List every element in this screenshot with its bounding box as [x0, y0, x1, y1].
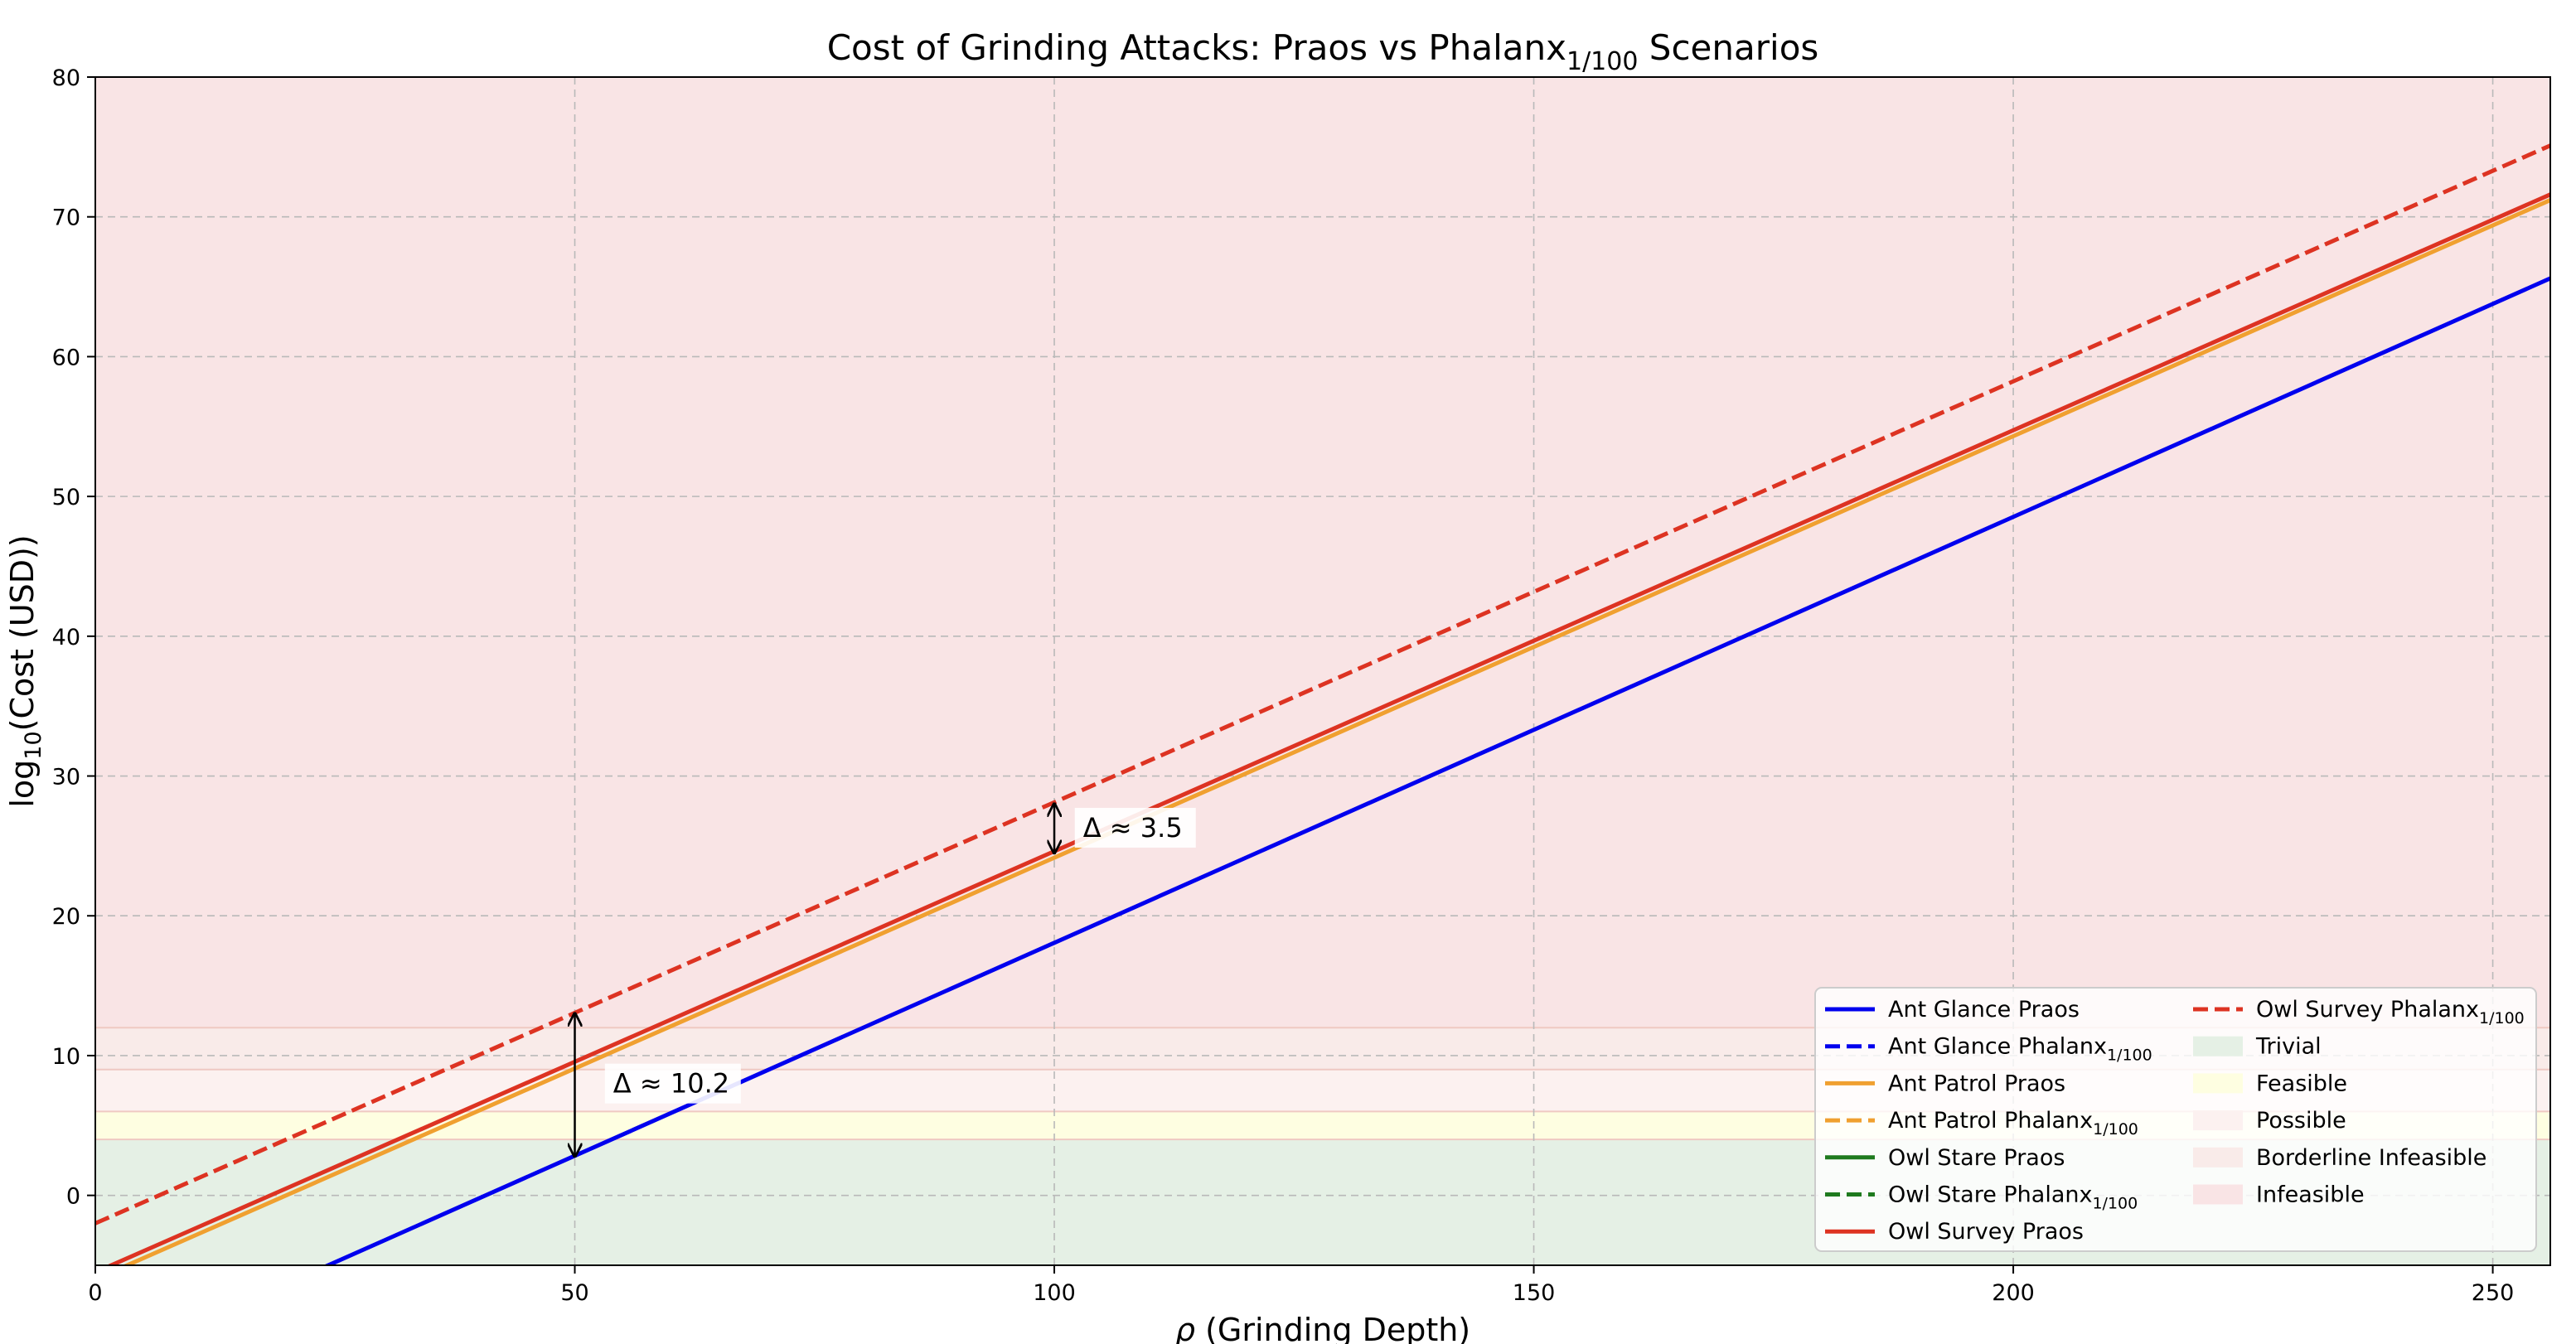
y-axis-label-suffix: (Cost (USD)): [4, 534, 41, 731]
legend-label-subscript: 1/100: [2479, 1009, 2525, 1027]
x-axis-label: ρ (Grinding Depth): [1175, 1312, 1470, 1344]
chart-title-main: Cost of Grinding Attacks: Praos vs Phala…: [827, 27, 1566, 68]
legend-label: Ant Glance Praos: [1888, 997, 2080, 1023]
legend-swatch-feasible: [2193, 1073, 2243, 1094]
annotation-label-bg: [1074, 807, 1196, 848]
legend-label: Owl Stare Phalanx1/100: [1888, 1182, 2138, 1213]
legend-box: [1814, 987, 2537, 1252]
x-tick-label: 50: [560, 1280, 588, 1306]
legend-label-subscript: 1/100: [2107, 1047, 2152, 1065]
legend-label: Possible: [2256, 1108, 2346, 1134]
axis-ticks: 0 50 100 150 200 250 0 10 20 30 40 50 60 70 80: [52, 65, 2515, 1306]
legend-label: Owl Stare Praos: [1888, 1145, 2065, 1171]
y-tick-label: 60: [52, 345, 80, 370]
y-tick-label: 20: [52, 904, 80, 930]
x-axis-symbol: ρ: [1175, 1312, 1195, 1344]
chart-title-subscript: 1/100: [1566, 47, 1638, 76]
chart-title-suffix: Scenarios: [1638, 27, 1818, 68]
y-tick-label: 30: [52, 765, 80, 790]
chart-title: Cost of Grinding Attacks: Praos vs Phala…: [827, 27, 1819, 76]
series-line-ant-patrol-praos: [122, 198, 2550, 1265]
legend-label-name: Ant Glance Praos: [1888, 997, 2080, 1023]
legend-label: Ant Patrol Phalanx1/100: [1888, 1108, 2138, 1139]
annotation-label: Δ ≈ 3.5: [1083, 812, 1183, 844]
legend-label: Trivial: [2255, 1034, 2322, 1060]
legend-label: Ant Glance Phalanx1/100: [1888, 1034, 2152, 1065]
legend-label: Owl Survey Phalanx1/100: [2256, 997, 2525, 1027]
legend-label-name: Owl Stare Phalanx: [1888, 1182, 2092, 1208]
x-tick-label: 150: [1513, 1280, 1556, 1306]
legend-label-subscript: 1/100: [2093, 1120, 2138, 1139]
legend-label: Ant Patrol Praos: [1888, 1071, 2065, 1096]
legend-label-name: Owl Survey Praos: [1888, 1219, 2084, 1245]
legend-swatch-infeasible: [2193, 1184, 2243, 1205]
y-axis-label-prefix: log: [4, 760, 41, 808]
y-tick-label: 10: [52, 1044, 80, 1070]
series-line-owl-survey-phalanx-1-100: [95, 143, 2550, 1226]
x-tick-label: 250: [2472, 1280, 2515, 1306]
y-tick-label: 0: [66, 1184, 80, 1210]
legend-label: Infeasible: [2256, 1182, 2365, 1208]
legend-label-subscript: 1/100: [2092, 1195, 2138, 1213]
annotations: Δ ≈ 10.2 Δ ≈ 3.5: [575, 804, 1196, 1156]
x-tick-label: 0: [88, 1280, 102, 1306]
legend-swatch-possible: [2193, 1110, 2243, 1131]
series-line-ant-glance-praos: [322, 276, 2550, 1265]
x-axis-label-text: (Grinding Depth): [1195, 1312, 1470, 1344]
legend-label-name: Ant Patrol Praos: [1888, 1071, 2065, 1096]
legend-label: Owl Survey Praos: [1888, 1219, 2084, 1245]
y-axis-label: log10(Cost (USD)): [4, 534, 46, 807]
plot-frame: [94, 76, 2551, 1266]
y-tick-label: 50: [52, 485, 80, 510]
legend-swatch-borderline-infeasible: [2193, 1147, 2243, 1168]
annotation-label: Δ ≈ 10.2: [613, 1068, 729, 1100]
x-tick-label: 200: [1992, 1280, 2035, 1306]
legend-label: Feasible: [2256, 1071, 2347, 1096]
y-tick-label: 80: [52, 65, 80, 91]
series-line-owl-survey-praos: [105, 192, 2550, 1265]
x-tick-label: 100: [1033, 1280, 1076, 1306]
y-tick-label: 40: [52, 625, 80, 650]
legend-label-name: Owl Stare Praos: [1888, 1145, 2065, 1171]
legend-swatch-trivial: [2193, 1036, 2243, 1056]
legend-label-name: Owl Survey Phalanx: [2256, 997, 2479, 1023]
legend-label: Borderline Infeasible: [2256, 1145, 2486, 1171]
annotation-label-bg: [604, 1063, 741, 1104]
legend-label-name: Ant Patrol Phalanx: [1888, 1108, 2093, 1134]
legend-label-name: Ant Glance Phalanx: [1888, 1034, 2107, 1060]
y-axis-label-subscript: 10: [21, 731, 46, 759]
series-lines: [95, 143, 2550, 1265]
region-infeasible: [95, 77, 2550, 1028]
y-tick-label: 70: [52, 205, 80, 231]
